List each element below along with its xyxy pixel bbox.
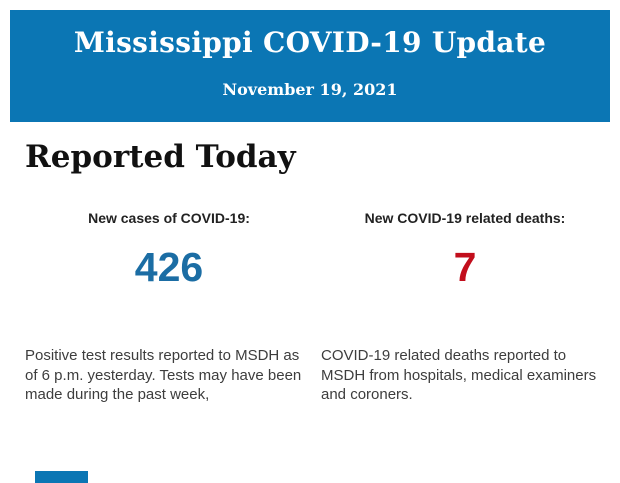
stat-card-new-deaths: New COVID-19 related deaths: 7 COVID-19 … [321,205,609,405]
header-banner: Mississippi COVID-19 Update November 19,… [10,10,610,122]
stat-label-new-cases: New cases of COVID-19: [88,210,250,226]
stat-label-new-deaths: New COVID-19 related deaths: [364,210,566,226]
stat-card-new-cases: New cases of COVID-19: 426 Positive test… [25,205,313,405]
stat-description-new-deaths: COVID-19 related deaths reported to MSDH… [321,347,597,403]
section-title: Reported Today [25,139,296,175]
newsletter-date: November 19, 2021 [222,80,398,99]
stat-value-new-cases: 426 [134,244,204,290]
stat-value-new-deaths: 7 [453,244,477,290]
newsletter-title: Mississippi COVID-19 Update [73,26,547,59]
stat-description-new-cases: Positive test results reported to MSDH a… [25,347,302,403]
footer-partial-band [35,471,88,483]
